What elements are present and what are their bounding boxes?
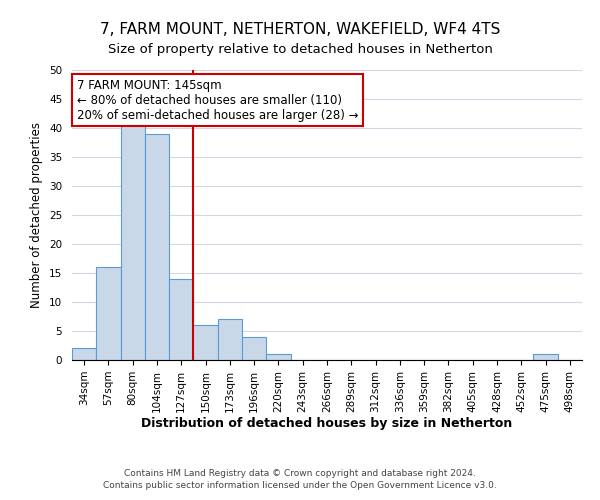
Bar xyxy=(169,279,193,360)
Bar xyxy=(72,348,96,360)
Text: Size of property relative to detached houses in Netherton: Size of property relative to detached ho… xyxy=(107,42,493,56)
Bar xyxy=(218,320,242,360)
Text: 7, FARM MOUNT, NETHERTON, WAKEFIELD, WF4 4TS: 7, FARM MOUNT, NETHERTON, WAKEFIELD, WF4… xyxy=(100,22,500,38)
X-axis label: Distribution of detached houses by size in Netherton: Distribution of detached houses by size … xyxy=(142,418,512,430)
Text: Contains HM Land Registry data © Crown copyright and database right 2024.
Contai: Contains HM Land Registry data © Crown c… xyxy=(103,468,497,490)
Y-axis label: Number of detached properties: Number of detached properties xyxy=(31,122,43,308)
Bar xyxy=(266,354,290,360)
Bar xyxy=(533,354,558,360)
Bar xyxy=(121,122,145,360)
Bar xyxy=(242,337,266,360)
Bar xyxy=(145,134,169,360)
Bar xyxy=(96,267,121,360)
Text: 7 FARM MOUNT: 145sqm
← 80% of detached houses are smaller (110)
20% of semi-deta: 7 FARM MOUNT: 145sqm ← 80% of detached h… xyxy=(77,78,359,122)
Bar xyxy=(193,325,218,360)
